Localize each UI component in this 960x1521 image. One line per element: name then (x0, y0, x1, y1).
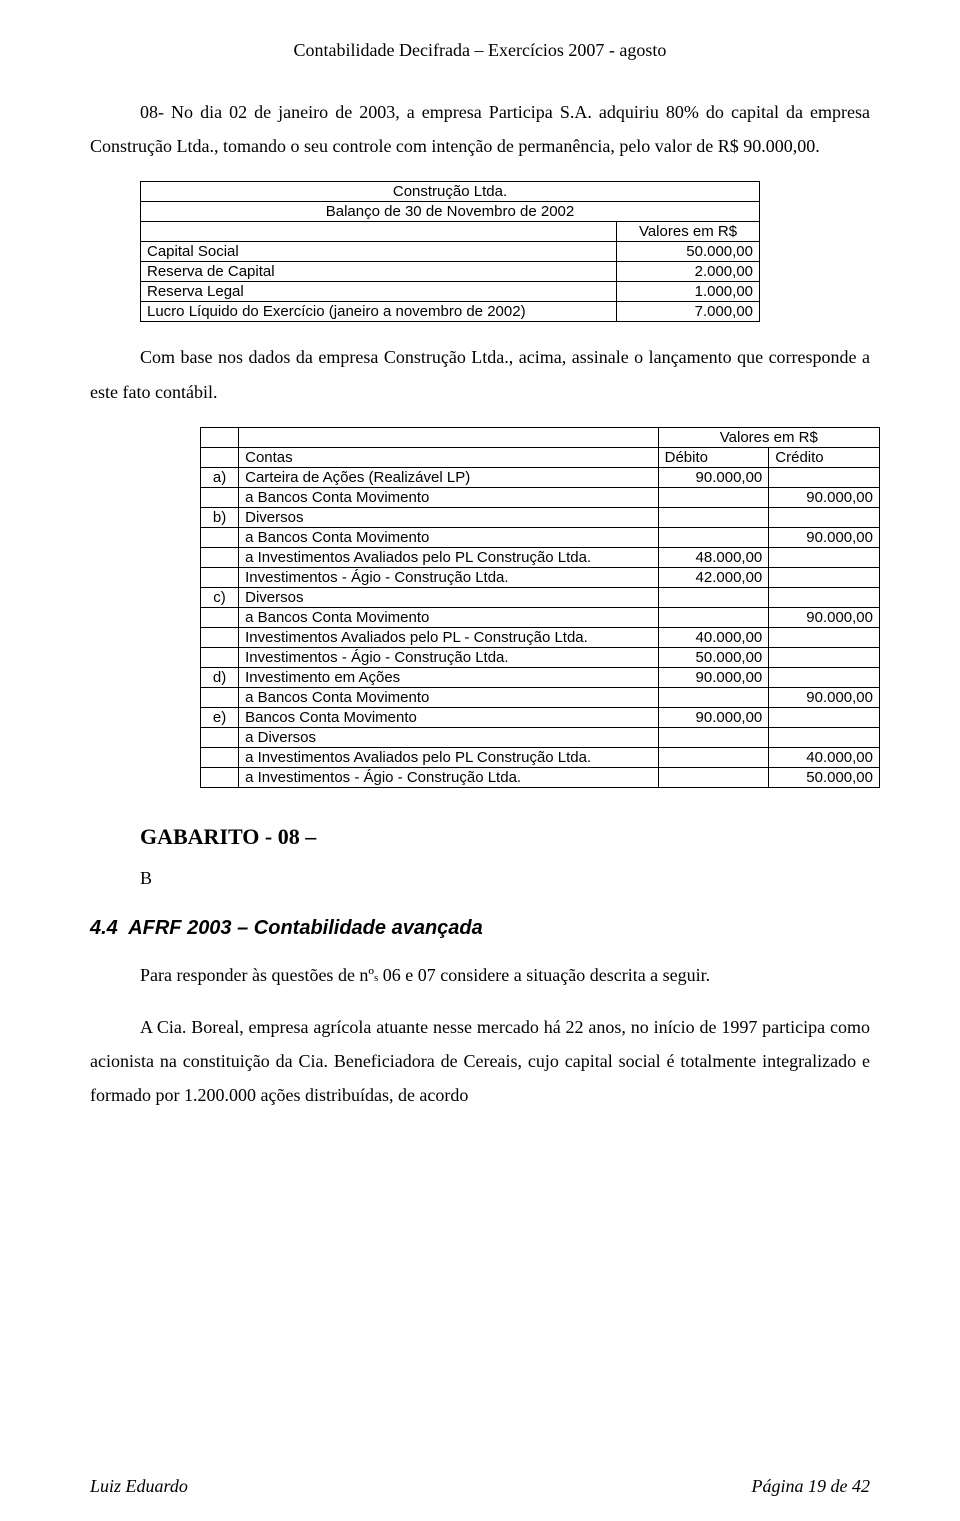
table2-row: a Diversos (201, 727, 880, 747)
table2-valhdr: Valores em R$ (658, 427, 879, 447)
table2-row: d)Investimento em Ações90.000,00 (201, 667, 880, 687)
table2-row: e)Bancos Conta Movimento90.000,00 (201, 707, 880, 727)
table2-row: a Investimentos Avaliados pelo PL Constr… (201, 747, 880, 767)
col-credito: Crédito (769, 447, 880, 467)
table2-row: a Bancos Conta Movimento90.000,00 (201, 687, 880, 707)
table2-row: a Investimentos - Ágio - Construção Ltda… (201, 767, 880, 787)
table1-valhdr: Valores em R$ (617, 222, 760, 242)
balance-table: Construção Ltda. Balanço de 30 de Novemb… (140, 181, 760, 322)
table1-subtitle: Balanço de 30 de Novembro de 2002 (141, 202, 760, 222)
footer-page: Página 19 de 42 (752, 1476, 871, 1497)
page-header: Contabilidade Decifrada – Exercícios 200… (90, 40, 870, 61)
section-heading: 4.4 AFRF 2003 – Contabilidade avançada (90, 917, 870, 940)
table2-row: b)Diversos (201, 507, 880, 527)
gabarito-answer: B (140, 868, 870, 889)
table2-row: a Bancos Conta Movimento90.000,00 (201, 527, 880, 547)
gabarito-heading: GABARITO - 08 – (90, 824, 870, 850)
options-table: Valores em R$ Contas Débito Crédito a)Ca… (200, 427, 880, 788)
table2-row: Investimentos - Ágio - Construção Ltda.4… (201, 567, 880, 587)
section-title: AFRF 2003 – Contabilidade avançada (128, 917, 483, 939)
col-contas: Contas (239, 447, 659, 467)
section-para-2: A Cia. Boreal, empresa agrícola atuante … (90, 1010, 870, 1113)
table2-row: c)Diversos (201, 587, 880, 607)
table1-row: Capital Social50.000,00 (141, 242, 760, 262)
question-instruction: Com base nos dados da empresa Construção… (90, 340, 870, 408)
table2-row: a Bancos Conta Movimento90.000,00 (201, 487, 880, 507)
table1-row: Lucro Líquido do Exercício (janeiro a no… (141, 302, 760, 322)
table2-row: a Bancos Conta Movimento90.000,00 (201, 607, 880, 627)
table2-row: a)Carteira de Ações (Realizável LP)90.00… (201, 467, 880, 487)
page: Contabilidade Decifrada – Exercícios 200… (0, 0, 960, 1521)
table2-row: Investimentos Avaliados pelo PL - Constr… (201, 627, 880, 647)
question-intro: 08- No dia 02 de janeiro de 2003, a empr… (90, 95, 870, 163)
table1-empty (141, 222, 617, 242)
table1-row: Reserva de Capital2.000,00 (141, 262, 760, 282)
footer-author: Luiz Eduardo (90, 1476, 188, 1497)
table2-row: a Investimentos Avaliados pelo PL Constr… (201, 547, 880, 567)
page-footer: Luiz Eduardo Página 19 de 42 (90, 1476, 870, 1497)
col-debito: Débito (658, 447, 769, 467)
table1-title: Construção Ltda. (141, 182, 760, 202)
section-num: 4.4 (90, 917, 118, 939)
table1-wrap: Construção Ltda. Balanço de 30 de Novemb… (140, 181, 870, 322)
table1-row: Reserva Legal1.000,00 (141, 282, 760, 302)
table2-wrap: Valores em R$ Contas Débito Crédito a)Ca… (140, 427, 870, 788)
section-para-1: Para responder às questões de nºs 06 e 0… (90, 958, 870, 992)
table2-row: Investimentos - Ágio - Construção Ltda.5… (201, 647, 880, 667)
